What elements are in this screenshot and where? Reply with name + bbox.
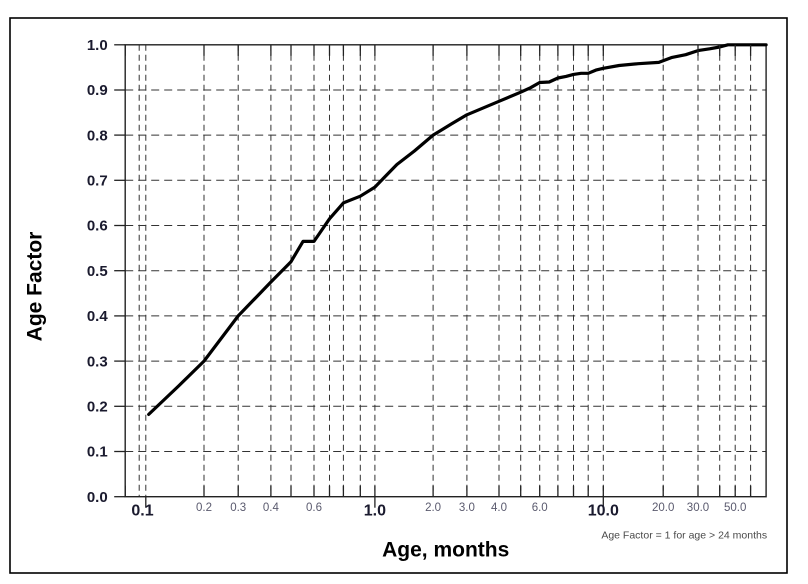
svg-text:0.6: 0.6	[306, 502, 322, 514]
svg-text:30.0: 30.0	[687, 502, 709, 514]
svg-text:Age Factor = 1 for age > 24 mo: Age Factor = 1 for age > 24 months	[601, 530, 767, 542]
svg-text:Age Factor: Age Factor	[24, 232, 47, 342]
svg-text:0.0: 0.0	[87, 489, 108, 506]
svg-text:Age, months: Age, months	[382, 539, 509, 562]
svg-text:0.8: 0.8	[87, 127, 108, 144]
svg-text:0.6: 0.6	[87, 218, 108, 235]
svg-text:0.3: 0.3	[87, 353, 108, 370]
svg-text:10.0: 10.0	[588, 503, 619, 520]
svg-text:0.3: 0.3	[230, 502, 246, 514]
svg-text:0.4: 0.4	[87, 308, 109, 325]
svg-text:0.5: 0.5	[87, 263, 108, 280]
svg-text:1.0: 1.0	[364, 503, 386, 520]
svg-text:0.1: 0.1	[87, 444, 108, 461]
svg-text:0.4: 0.4	[263, 502, 280, 514]
svg-text:50.0: 50.0	[724, 502, 746, 514]
svg-text:0.2: 0.2	[87, 399, 108, 416]
svg-text:0.2: 0.2	[196, 502, 212, 514]
svg-text:2.0: 2.0	[425, 502, 441, 514]
svg-text:6.0: 6.0	[532, 502, 548, 514]
svg-text:1.0: 1.0	[87, 37, 108, 54]
svg-text:4.0: 4.0	[491, 502, 507, 514]
svg-text:0.7: 0.7	[87, 173, 108, 190]
svg-text:0.1: 0.1	[131, 503, 153, 520]
svg-text:0.9: 0.9	[87, 82, 108, 99]
svg-text:3.0: 3.0	[459, 502, 475, 514]
svg-text:20.0: 20.0	[652, 502, 674, 514]
